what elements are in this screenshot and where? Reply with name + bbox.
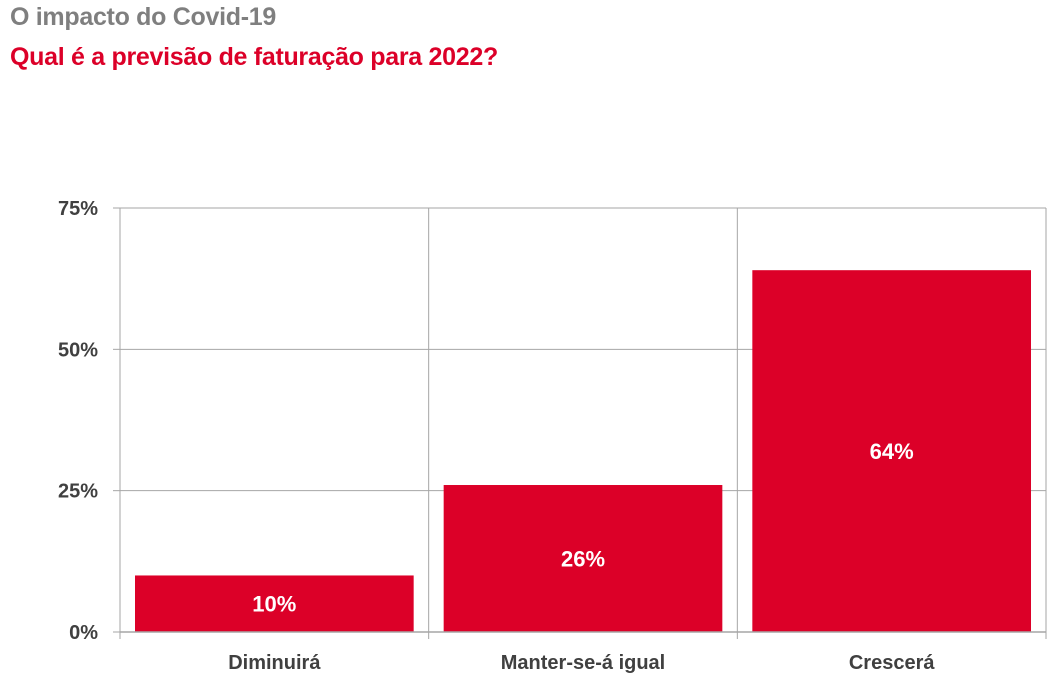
data-label: 10% (252, 592, 296, 617)
x-tick-label: Manter-se-á igual (501, 652, 665, 674)
data-label: 26% (561, 547, 605, 572)
chart-supertitle: O impacto do Covid-19 (10, 3, 276, 31)
y-tick-label: 25% (58, 481, 98, 503)
bar (752, 270, 1031, 632)
data-label: 64% (870, 439, 914, 464)
x-tick-label: Crescerá (849, 652, 936, 674)
y-tick-label: 50% (58, 339, 98, 361)
y-tick-label: 0% (69, 622, 98, 644)
y-tick-label: 75% (58, 198, 98, 220)
chart-title: Qual é a previsão de faturação para 2022… (10, 43, 498, 71)
bar (135, 575, 414, 632)
x-tick-label: Diminuirá (228, 652, 321, 674)
bar (443, 485, 723, 632)
